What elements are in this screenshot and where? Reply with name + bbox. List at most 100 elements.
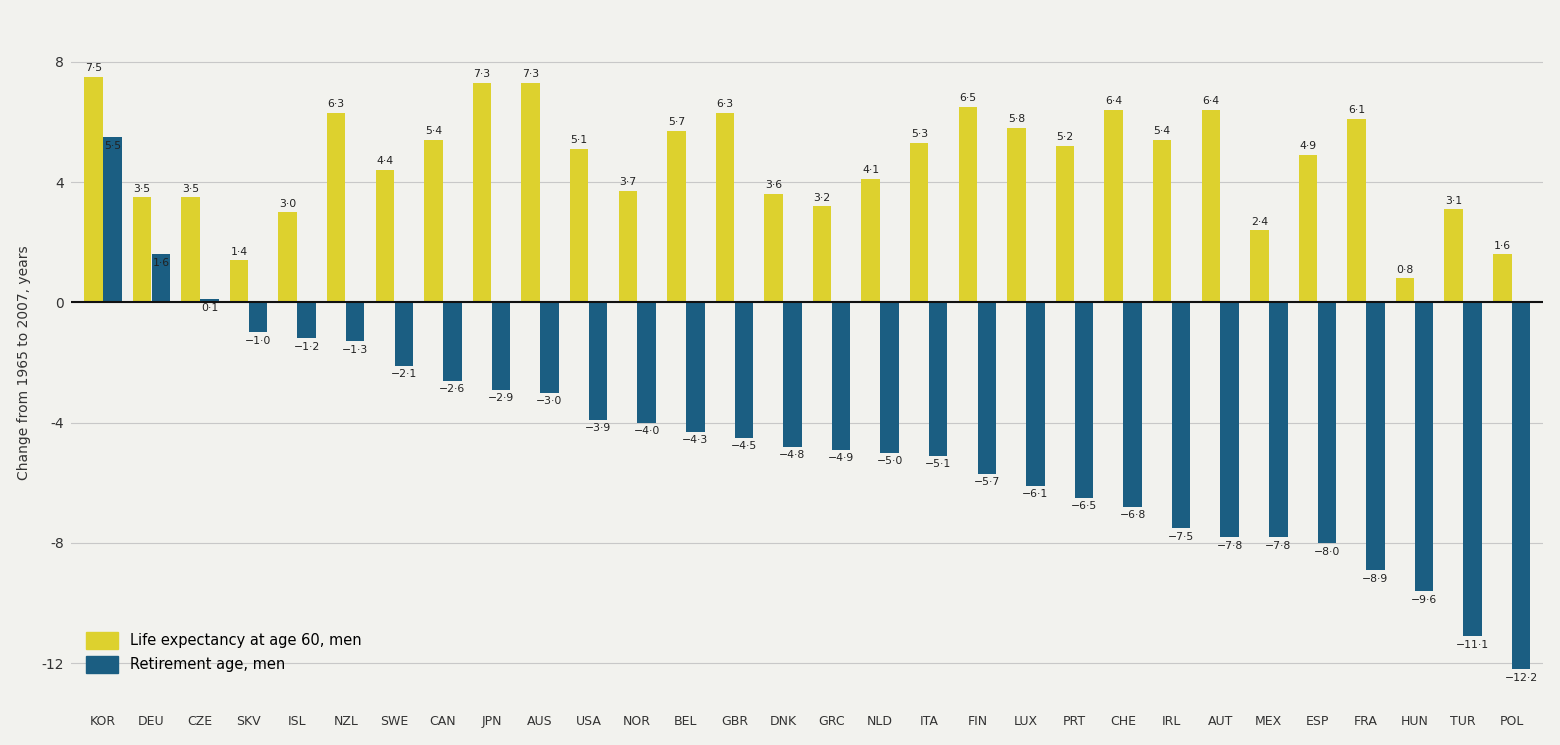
Text: −5·7: −5·7 <box>973 478 1000 487</box>
Text: −3·9: −3·9 <box>585 423 612 434</box>
Text: 0·8: 0·8 <box>1396 264 1413 275</box>
Bar <box>328 113 345 302</box>
Bar <box>909 143 928 302</box>
Bar <box>978 302 995 474</box>
Bar <box>1104 110 1123 302</box>
Bar <box>638 302 655 422</box>
Text: −7·8: −7·8 <box>1217 541 1243 551</box>
Bar <box>1172 302 1190 528</box>
Text: −2·9: −2·9 <box>488 393 515 403</box>
Bar <box>1367 302 1385 570</box>
Bar <box>1348 119 1365 302</box>
Text: −6·8: −6·8 <box>1120 510 1145 521</box>
Text: 0·1: 0·1 <box>201 303 218 313</box>
Text: −3·0: −3·0 <box>537 396 563 406</box>
Text: −4·0: −4·0 <box>633 426 660 437</box>
Text: −1·0: −1·0 <box>245 336 271 346</box>
Text: 7·3: 7·3 <box>473 69 490 79</box>
Text: −11·1: −11·1 <box>1455 640 1490 650</box>
Bar <box>668 131 685 302</box>
Bar <box>1008 128 1025 302</box>
Bar <box>618 191 636 302</box>
Text: 1·6: 1·6 <box>1494 241 1510 250</box>
Text: −5·1: −5·1 <box>925 460 952 469</box>
Text: 3·1: 3·1 <box>1445 195 1462 206</box>
Text: 5·7: 5·7 <box>668 118 685 127</box>
Text: 3·2: 3·2 <box>813 192 830 203</box>
Text: 6·5: 6·5 <box>959 93 977 104</box>
Text: −4·5: −4·5 <box>730 441 757 451</box>
Bar <box>298 302 315 338</box>
Text: −7·8: −7·8 <box>1265 541 1292 551</box>
Text: 7·3: 7·3 <box>523 69 540 79</box>
Text: −4·9: −4·9 <box>828 454 855 463</box>
Bar <box>1415 302 1434 591</box>
Text: 1·6: 1·6 <box>153 258 170 268</box>
Bar <box>1056 146 1075 302</box>
Text: −5·0: −5·0 <box>877 457 903 466</box>
Text: −1·2: −1·2 <box>293 342 320 352</box>
Text: 3·5: 3·5 <box>133 183 150 194</box>
Bar <box>1153 140 1172 302</box>
Bar <box>1512 302 1530 669</box>
Bar <box>764 194 783 302</box>
Bar <box>346 302 365 341</box>
Text: 6·1: 6·1 <box>1348 105 1365 115</box>
Bar <box>880 302 899 453</box>
Text: −8·9: −8·9 <box>1362 574 1388 583</box>
Bar <box>1396 279 1415 302</box>
Bar <box>783 302 802 447</box>
Text: 5·8: 5·8 <box>1008 114 1025 124</box>
Text: 5·2: 5·2 <box>1056 133 1073 142</box>
Bar <box>1026 302 1045 486</box>
Text: 1·4: 1·4 <box>231 247 248 257</box>
Text: 6·4: 6·4 <box>1203 96 1220 107</box>
Text: 4·9: 4·9 <box>1299 142 1317 151</box>
Bar <box>395 302 413 366</box>
Legend: Life expectancy at age 60, men, Retirement age, men: Life expectancy at age 60, men, Retireme… <box>78 625 368 680</box>
Bar <box>813 206 831 302</box>
Bar <box>540 302 558 393</box>
Bar <box>1123 302 1142 507</box>
Text: −2·1: −2·1 <box>390 369 417 379</box>
Text: 3·0: 3·0 <box>279 199 296 209</box>
Bar <box>181 197 200 302</box>
Text: 3·6: 3·6 <box>764 180 782 191</box>
Bar <box>1201 110 1220 302</box>
Bar <box>229 260 248 302</box>
Text: −9·6: −9·6 <box>1410 595 1437 605</box>
Bar <box>735 302 753 438</box>
Bar <box>376 170 395 302</box>
Text: 5·4: 5·4 <box>1154 127 1170 136</box>
Text: −12·2: −12·2 <box>1505 673 1538 683</box>
Text: 4·4: 4·4 <box>376 156 393 166</box>
Text: 3·5: 3·5 <box>183 183 200 194</box>
Text: −6·1: −6·1 <box>1022 489 1048 499</box>
Text: −2·6: −2·6 <box>440 384 465 394</box>
Bar <box>103 137 122 302</box>
Text: 3·7: 3·7 <box>619 177 636 188</box>
Bar <box>491 302 510 390</box>
Text: −7·5: −7·5 <box>1168 531 1195 542</box>
Bar <box>930 302 947 456</box>
Bar <box>569 149 588 302</box>
Bar <box>1463 302 1482 636</box>
Bar <box>831 302 850 450</box>
Text: 5·3: 5·3 <box>911 130 928 139</box>
Y-axis label: Change from 1965 to 2007, years: Change from 1965 to 2007, years <box>17 245 31 480</box>
Text: 6·3: 6·3 <box>328 99 345 110</box>
Bar <box>1270 302 1287 537</box>
Bar <box>151 254 170 302</box>
Bar <box>958 107 977 302</box>
Text: 4·1: 4·1 <box>863 165 880 176</box>
Bar <box>424 140 443 302</box>
Text: 5·4: 5·4 <box>424 127 441 136</box>
Text: −8·0: −8·0 <box>1314 547 1340 557</box>
Text: 5·1: 5·1 <box>571 136 588 145</box>
Text: −6·5: −6·5 <box>1070 501 1097 512</box>
Bar <box>1445 209 1463 302</box>
Bar <box>248 302 267 332</box>
Bar <box>1318 302 1335 543</box>
Bar <box>443 302 462 381</box>
Bar <box>1250 230 1268 302</box>
